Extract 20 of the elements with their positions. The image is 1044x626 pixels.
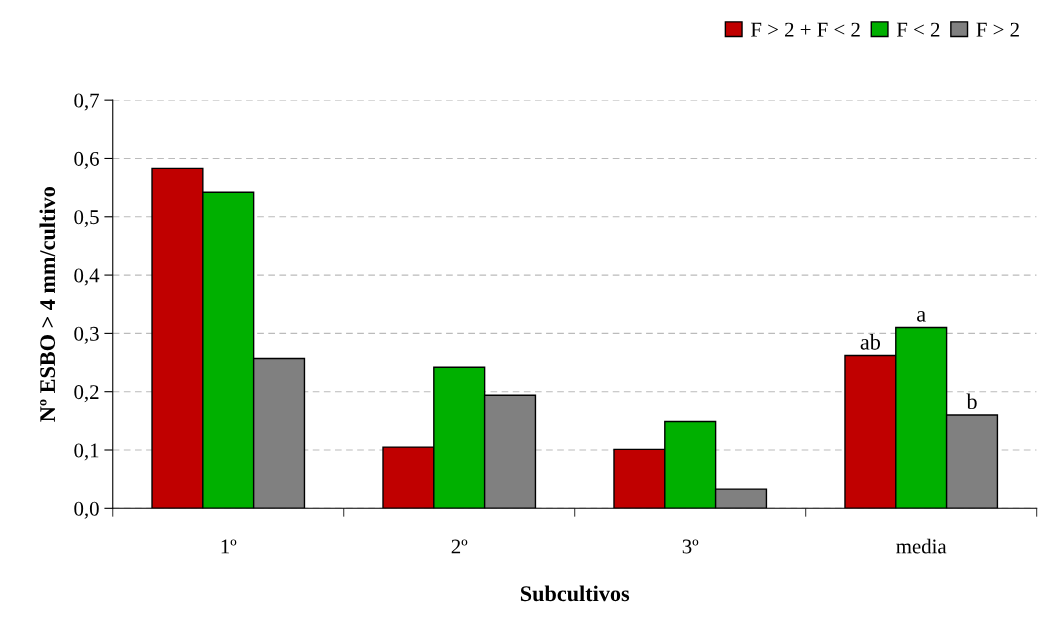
y-tick-label: 0,1 [74,443,99,461]
x-tick-label: 1º [221,539,237,554]
x-tick-label: media [896,538,947,554]
y-tick-label: 0,6 [74,151,99,169]
x-tick-label: 3º [682,539,699,554]
y-tick-label: 0,2 [74,385,99,403]
data-label: b [966,393,977,410]
legend-label: F > 2 [976,22,1019,37]
data-label: ab [860,334,881,350]
y-tick-label: 0,4 [74,268,100,286]
y-tick-label: 0,3 [74,326,99,344]
y-axis-title: Nº ESBO > 4 mm/cultivo [39,187,56,422]
x-tick-label: 2º [451,539,468,554]
y-tick-label: 0,5 [74,210,99,228]
y-tick-label: 0,0 [74,501,99,519]
legend-label: F > 2 + F < 2 [750,22,860,37]
x-axis-title: Subcultivos [520,585,630,602]
data-label: a [917,311,926,322]
y-tick-label: 0,7 [74,93,99,111]
legend-label: F < 2 [896,22,940,37]
